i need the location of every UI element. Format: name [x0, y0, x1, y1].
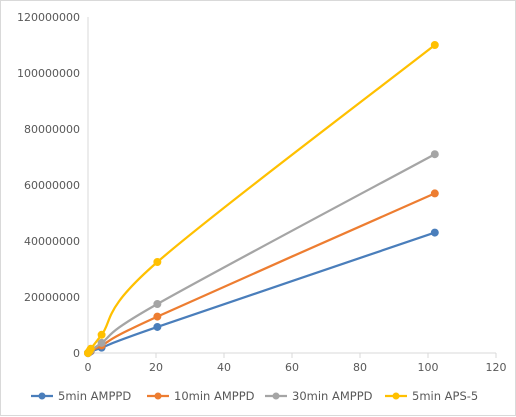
data-point-10min-amppd: [430, 189, 439, 198]
x-tick-label: 120: [486, 361, 507, 374]
data-point-30min-amppd: [153, 300, 162, 308]
legend-item-10min-amppd: 10min AMPPD: [147, 389, 255, 403]
x-tick-label: 100: [418, 361, 439, 374]
legend-swatch-marker: [154, 392, 162, 400]
legend-item-5min-amppd: 5min AMPPD: [31, 389, 131, 403]
data-point-5min-aps-5: [86, 344, 95, 353]
data-point-5min-aps-5: [97, 330, 106, 339]
y-tick-label: 60000000: [24, 179, 80, 192]
data-point-30min-amppd: [97, 338, 106, 347]
legend: 5min AMPPD 10min AMPPD 30min AMPPD 5min APS…: [31, 389, 478, 403]
data-point-5min-aps-5: [153, 258, 162, 266]
series-5min-aps-5: [84, 41, 439, 357]
series-layer: [84, 41, 439, 357]
x-tick-label: 80: [353, 361, 367, 374]
x-tick-label: 40: [217, 361, 231, 374]
legend-item-5min-aps-5: 5min APS-5: [385, 389, 478, 403]
series-line-30min-amppd: [87, 153, 436, 354]
series-line-5min-amppd: [87, 231, 436, 354]
y-tick-label: 40000000: [24, 235, 80, 248]
y-tick-label: 20000000: [24, 291, 80, 304]
x-tick-label: 60: [285, 361, 299, 374]
data-point-5min-aps-5: [430, 41, 439, 49]
data-point-5min-amppd: [430, 228, 439, 237]
x-tick-label: 0: [85, 361, 92, 374]
y-tick-label: 0: [73, 347, 80, 360]
y-tick-label: 120000000: [17, 11, 80, 24]
legend-swatch-marker: [38, 392, 46, 400]
y-tick-label: 80000000: [24, 123, 80, 136]
legend-swatch-marker: [392, 392, 400, 400]
data-point-30min-amppd: [430, 150, 439, 159]
series-10min-amppd: [84, 189, 439, 357]
legend-label: 30min AMPPD: [292, 389, 373, 403]
axes: [87, 17, 497, 358]
y-tick-label: 100000000: [17, 67, 80, 80]
x-tick-label: 20: [149, 361, 163, 374]
series-line-5min-aps-5: [87, 44, 436, 354]
legend-label: 5min APS-5: [412, 389, 478, 403]
data-point-10min-amppd: [153, 312, 162, 321]
tick-labels: 0 20000000 40000000 60000000 80000000 1000000…: [17, 11, 507, 374]
legend-label: 5min AMPPD: [58, 389, 131, 403]
data-point-5min-amppd: [153, 322, 162, 331]
legend-swatch-marker: [272, 392, 280, 400]
legend-label: 10min AMPPD: [174, 389, 255, 403]
series-line-10min-amppd: [87, 192, 436, 354]
legend-item-30min-amppd: 30min AMPPD: [265, 389, 373, 403]
